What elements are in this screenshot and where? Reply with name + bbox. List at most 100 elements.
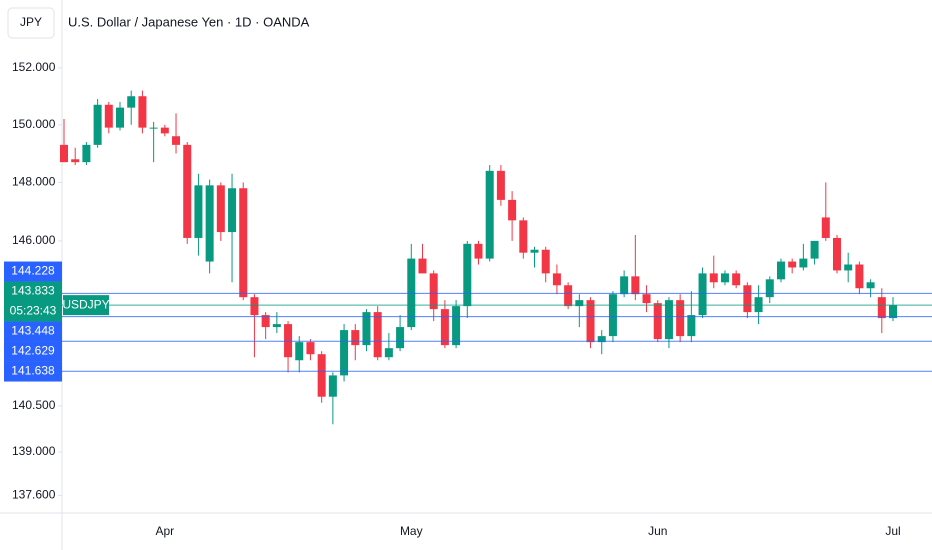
- candle-body: [765, 279, 774, 298]
- x-tick-label: May: [400, 524, 423, 538]
- candle-body: [407, 258, 416, 328]
- candle-body: [272, 324, 281, 328]
- candle-body: [261, 315, 270, 328]
- candle-body: [889, 305, 897, 319]
- candle-body: [160, 127, 169, 134]
- candle-body: [228, 188, 237, 233]
- candle-body: [508, 199, 517, 221]
- y-tick-label: 137.600: [12, 488, 56, 502]
- candle-body: [608, 294, 617, 337]
- candle-body: [138, 96, 147, 128]
- candle-body: [832, 237, 841, 271]
- candle-body: [821, 217, 830, 238]
- candle-body: [597, 336, 606, 343]
- price-label-box: [4, 341, 62, 362]
- candle-body: [239, 188, 248, 298]
- candle-body: [340, 330, 349, 376]
- price-label-box: [4, 361, 62, 382]
- candle-body: [799, 258, 808, 268]
- candle-body: [284, 324, 293, 358]
- candle-body: [676, 300, 685, 337]
- candle-body: [295, 342, 304, 361]
- price-label-box: [4, 261, 62, 282]
- candle-body: [306, 342, 315, 355]
- candle-body: [82, 144, 91, 163]
- candle-body: [463, 243, 472, 307]
- candle-body: [732, 273, 741, 286]
- candle-body: [810, 240, 819, 259]
- candle-body: [317, 354, 326, 397]
- candle-body: [586, 300, 595, 343]
- price-label-box: [4, 321, 62, 342]
- candle-body: [575, 300, 584, 307]
- y-tick-label: 139.000: [12, 444, 56, 458]
- candle-body: [743, 285, 752, 313]
- candle-body: [418, 258, 427, 274]
- candle-body: [373, 312, 382, 358]
- candle-body: [687, 315, 696, 337]
- candle-body: [216, 185, 225, 233]
- candle-body: [709, 273, 718, 283]
- candle-body: [485, 170, 494, 259]
- candle-body: [877, 297, 886, 319]
- candle-body: [172, 136, 181, 145]
- countdown: 05:23:43: [10, 304, 57, 318]
- symbol-label-box: [63, 295, 109, 316]
- candle-body: [71, 159, 80, 163]
- candle-body: [788, 261, 797, 268]
- candle-body: [496, 170, 505, 200]
- candle-body: [351, 330, 360, 346]
- x-tick-label: Jun: [648, 524, 667, 538]
- candle-body: [127, 96, 136, 108]
- candle-body: [440, 309, 449, 346]
- chart-title: U.S. Dollar / Japanese Yen · 1D · OANDA: [68, 14, 310, 29]
- candle-body: [530, 249, 539, 253]
- candle-body: [631, 276, 640, 295]
- candle-body: [362, 312, 371, 346]
- x-tick-label: Apr: [155, 524, 174, 538]
- candle-body: [664, 300, 673, 340]
- candle-body: [328, 375, 337, 397]
- candle-body: [396, 327, 405, 349]
- candle-body: [642, 294, 651, 304]
- price-label: 143.833: [11, 284, 55, 298]
- candle-body: [844, 264, 853, 271]
- candle-body: [776, 261, 785, 280]
- candle-body: [183, 144, 192, 238]
- currency-box[interactable]: [7, 7, 55, 39]
- price-label: 144.228: [11, 264, 55, 278]
- price-label: 141.638: [11, 364, 55, 378]
- candle-body: [116, 107, 125, 128]
- candle-body: [452, 306, 461, 346]
- candle-body: [205, 185, 214, 262]
- price-label-box: [4, 281, 62, 322]
- candle-body: [754, 297, 763, 313]
- symbol-label: USDJPY: [62, 297, 109, 311]
- candle-body: [250, 297, 259, 316]
- candle-body: [552, 273, 561, 286]
- y-tick-label: 146.000: [12, 233, 56, 247]
- candle-body: [541, 249, 550, 274]
- candle-body: [60, 144, 68, 163]
- price-label: 143.448: [11, 324, 55, 338]
- candle-body: [866, 282, 875, 289]
- price-label: 142.629: [11, 344, 55, 358]
- candle-body: [104, 104, 113, 128]
- candle-body: [149, 127, 158, 129]
- candle-body: [855, 264, 864, 289]
- y-tick-label: 140.500: [12, 398, 56, 412]
- y-tick-label: 148.000: [12, 175, 56, 189]
- candle-body: [620, 276, 629, 295]
- candle-body: [429, 273, 438, 310]
- y-tick-label: 152.000: [12, 60, 56, 74]
- candle-body: [720, 273, 729, 283]
- candle-body: [564, 285, 573, 307]
- x-tick-label: Jul: [885, 524, 900, 538]
- candle-body: [698, 273, 707, 316]
- candle-body: [384, 348, 393, 358]
- candle-body: [93, 104, 102, 145]
- currency: JPY: [20, 15, 42, 29]
- candle-body: [519, 220, 528, 253]
- candle-body: [474, 243, 483, 259]
